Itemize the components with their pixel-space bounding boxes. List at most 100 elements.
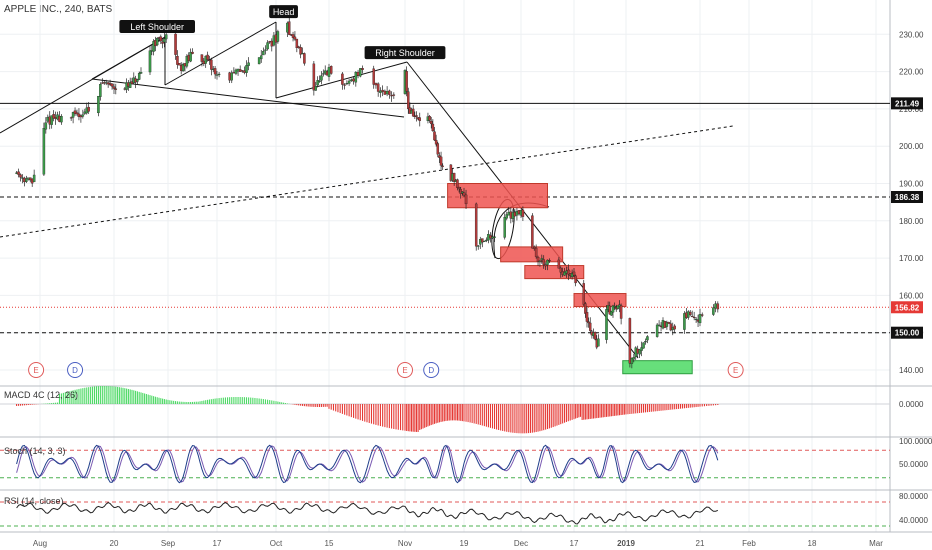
candle-up <box>60 116 63 123</box>
candle-up <box>322 73 325 75</box>
candle-down <box>431 123 435 132</box>
candle-up <box>646 336 649 341</box>
candle-down <box>295 38 299 49</box>
candle-down <box>700 314 704 316</box>
macd-pane: MACD 4C (12, 26) 0.0000 <box>0 386 924 434</box>
candle-up <box>272 35 276 46</box>
stoch-title: Stoch (14, 3, 3) <box>4 446 66 456</box>
candle-up <box>327 67 331 77</box>
candle-down <box>388 90 391 95</box>
candle-down <box>293 36 297 40</box>
candle-up <box>638 349 641 355</box>
candle-down <box>587 321 590 324</box>
candle-down <box>436 143 440 155</box>
candle-up <box>99 84 102 97</box>
candle-down <box>534 247 538 257</box>
price-tag-bg <box>891 97 923 110</box>
candle-down <box>376 83 380 92</box>
pattern-annotations: Left Shoulder Head Right Shoulder <box>119 5 446 60</box>
price-tag-label: 211.49 <box>895 99 920 108</box>
earnings-marker <box>397 362 413 378</box>
price-tick-label: 190.00 <box>899 180 924 189</box>
candle-up <box>266 42 269 50</box>
red-zone <box>573 293 627 308</box>
candle-up <box>71 112 75 118</box>
candle-down <box>593 332 597 340</box>
candle-down <box>462 192 466 196</box>
candle-up <box>152 41 155 52</box>
candle-up <box>511 212 515 220</box>
candle-up <box>385 91 389 95</box>
price-tags: 211.49 186.38 156.82 150.00 <box>891 97 923 339</box>
candle-down <box>449 164 453 181</box>
date-tick-label: Oct <box>270 539 283 548</box>
date-tick-label: Feb <box>742 539 756 548</box>
candle-up <box>318 80 321 82</box>
candle-down <box>438 155 441 158</box>
price-tag-label: 186.38 <box>895 193 920 202</box>
stoch-d-line <box>16 445 719 483</box>
candle-up <box>163 38 166 43</box>
candle-down <box>191 51 194 54</box>
candle-down <box>241 70 244 72</box>
dividend-marker <box>423 362 440 378</box>
candle-up <box>515 211 519 216</box>
date-tick-label: 19 <box>460 539 469 548</box>
red-zone <box>500 246 564 263</box>
candle-down <box>434 139 438 145</box>
candle-up <box>655 324 659 337</box>
macd-tick-label: 0.0000 <box>899 400 924 409</box>
candle-down <box>206 54 209 60</box>
candle-down <box>200 54 204 62</box>
candle-down <box>110 83 114 87</box>
candle-down <box>457 187 461 189</box>
candle-down <box>69 117 73 119</box>
candle-up <box>262 51 265 56</box>
candle-up <box>81 114 85 117</box>
candle-down <box>544 264 547 267</box>
annotation-label: Head <box>273 7 295 17</box>
candle-up <box>476 245 480 247</box>
price-tick-label: 210.00 <box>899 105 924 114</box>
event-marker-letter: E <box>402 366 407 375</box>
candle-up <box>25 178 28 182</box>
candle-down <box>559 267 563 273</box>
candle-up <box>185 56 189 67</box>
candle-down <box>381 89 384 92</box>
date-tick-label: 17 <box>570 539 579 548</box>
candle-down <box>692 316 696 319</box>
candle-up <box>613 306 616 308</box>
candle-down <box>452 172 456 182</box>
candle-down <box>161 41 164 44</box>
candle-down <box>372 68 375 85</box>
candle-down <box>481 238 484 243</box>
candle-down <box>433 131 436 141</box>
price-tick-label: 220.00 <box>899 68 924 77</box>
rsi-pane: RSI (14, close) 80.0000 40.0000 <box>0 492 928 527</box>
candle-down <box>572 271 576 276</box>
zones <box>447 183 693 375</box>
candle-down <box>329 66 333 74</box>
candle-down <box>390 95 393 97</box>
candle-up <box>276 31 280 42</box>
date-tick-label: 17 <box>213 539 222 548</box>
candle-down <box>459 189 462 194</box>
candle-up <box>640 347 643 351</box>
date-tick-label: Aug <box>33 539 47 548</box>
candle-up <box>245 65 248 73</box>
candle-up <box>181 64 185 71</box>
candle-down <box>19 174 22 178</box>
date-tick-label: 21 <box>696 539 705 548</box>
candle-up <box>247 62 250 66</box>
candle-down <box>521 209 525 217</box>
candle-up <box>644 341 647 343</box>
price-tag-bg <box>891 191 923 204</box>
event-marker-letter: E <box>733 366 738 375</box>
candle-up <box>155 38 159 46</box>
date-tick-label: Sep <box>161 539 176 548</box>
candle-down <box>489 235 492 239</box>
candle-up <box>189 52 192 62</box>
candle-down <box>343 84 346 86</box>
candle-down <box>428 116 431 121</box>
